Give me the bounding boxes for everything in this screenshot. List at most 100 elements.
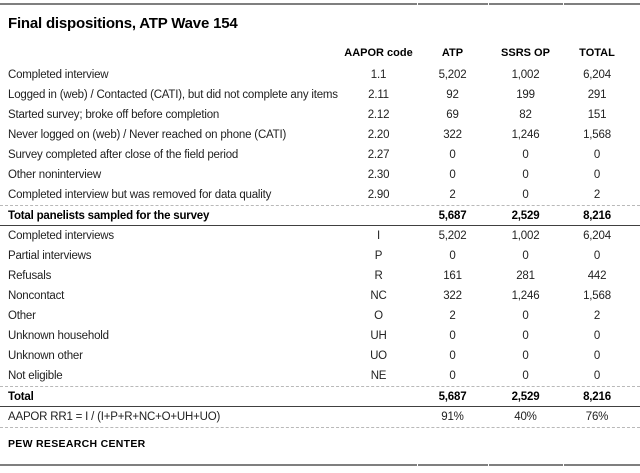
row-label: Total: [8, 390, 34, 403]
table-row: Refusals R 161 281 442: [0, 266, 640, 286]
table-row: Unknown household UH 0 0 0: [0, 326, 640, 346]
ssrs-op-cell: 0: [522, 149, 529, 161]
atp-cell: 0: [449, 350, 456, 362]
top-rule-segment: [564, 3, 640, 5]
table-row: Total 5,687 2,529 8,216: [0, 386, 640, 407]
atp-cell: 5,202: [438, 230, 467, 242]
aapor-code-cell: 2.11: [368, 89, 389, 101]
ssrs-op-cell: 1,246: [511, 290, 540, 302]
column-header-aapor-code: AAPOR code: [344, 47, 413, 59]
atp-cell: 69: [446, 109, 459, 121]
top-rule-segment: [0, 3, 417, 5]
table-row: Unknown other UO 0 0 0: [0, 346, 640, 366]
ssrs-op-cell: 82: [519, 109, 532, 121]
total-cell: 6,204: [583, 69, 611, 81]
pew-research-center-brand: PEW RESEARCH CENTER: [8, 438, 146, 450]
row-label: AAPOR RR1 = I / (I+P+R+NC+O+UH+UO): [8, 411, 221, 423]
aapor-code-cell: 2.20: [367, 129, 390, 141]
aapor-code-cell: O: [374, 310, 383, 322]
table-row: Total panelists sampled for the survey 5…: [0, 205, 640, 226]
table-row: Completed interview 1.1 5,202 1,002 6,20…: [0, 65, 640, 85]
ssrs-op-cell: 0: [522, 330, 529, 342]
total-cell: 8,216: [583, 209, 611, 222]
row-label: Other noninterview: [8, 169, 101, 181]
column-header-total: TOTAL: [579, 47, 615, 59]
ssrs-op-cell: 2,529: [511, 209, 540, 222]
ssrs-op-cell: 0: [522, 250, 529, 262]
ssrs-op-cell: 1,246: [511, 129, 540, 141]
atp-cell: 0: [449, 250, 456, 262]
total-cell: 151: [587, 109, 607, 121]
total-cell: 442: [587, 270, 607, 282]
aapor-code-cell: 2.12: [367, 109, 390, 121]
dispositions-table: AAPOR code ATP SSRS OP TOTAL Completed i…: [0, 41, 640, 428]
row-label: Unknown household: [8, 330, 109, 342]
aapor-code-cell: I: [377, 230, 380, 242]
atp-cell: 0: [449, 370, 456, 382]
total-cell: 1,568: [583, 290, 611, 302]
aapor-code-cell: UO: [370, 350, 387, 362]
table-row: Completed interview but was removed for …: [0, 185, 640, 205]
row-label: Not eligible: [8, 370, 63, 382]
row-label: Completed interview: [8, 69, 109, 81]
total-cell: 6,204: [583, 230, 611, 242]
atp-cell: 322: [443, 290, 462, 302]
table-row: Other O 2 0 2: [0, 306, 640, 326]
column-header-atp: ATP: [441, 47, 464, 59]
total-cell: 1,568: [583, 129, 611, 141]
table-row: Other noninterview 2.30 0 0 0: [0, 165, 640, 185]
aapor-code-cell: NE: [370, 370, 387, 382]
row-label: Total panelists sampled for the survey: [8, 209, 210, 222]
total-cell: 291: [587, 89, 607, 101]
total-cell: 2: [593, 310, 601, 322]
ssrs-op-cell: 0: [522, 350, 529, 362]
ssrs-op-cell: 0: [522, 189, 529, 201]
bottom-rule-segment: [489, 464, 563, 466]
atp-cell: 5,687: [438, 390, 467, 403]
atp-cell: 2: [449, 189, 456, 201]
aapor-code-cell: R: [374, 270, 383, 282]
aapor-code-cell: 2.27: [367, 149, 390, 161]
atp-cell: 92: [446, 89, 459, 101]
atp-cell: 161: [443, 270, 462, 282]
table-row: Noncontact NC 322 1,246 1,568: [0, 286, 640, 306]
page-title: Final dispositions, ATP Wave 154: [8, 14, 238, 32]
bottom-rule: [0, 464, 640, 466]
atp-cell: 5,202: [438, 69, 467, 81]
ssrs-op-cell: 1,002: [511, 230, 540, 242]
aapor-code-cell: 1.1: [370, 69, 387, 81]
top-rule-segment: [489, 3, 563, 5]
table-header-row: AAPOR code ATP SSRS OP TOTAL: [0, 41, 640, 65]
atp-cell: 2: [449, 310, 456, 322]
table-row: Partial interviews P 0 0 0: [0, 246, 640, 266]
row-label: Refusals: [8, 270, 52, 282]
top-rule: [0, 3, 640, 5]
ssrs-op-cell: 281: [516, 270, 535, 282]
aapor-code-cell: 2.90: [367, 189, 390, 201]
row-label: Never logged on (web) / Never reached on…: [8, 129, 287, 141]
table-row: Completed interviews I 5,202 1,002 6,204: [0, 226, 640, 246]
table-row: Never logged on (web) / Never reached on…: [0, 125, 640, 145]
bottom-rule-segment: [418, 464, 488, 466]
atp-cell: 91%: [441, 411, 464, 423]
row-label: Survey completed after close of the fiel…: [8, 149, 239, 161]
table-row: Started survey; broke off before complet…: [0, 105, 640, 125]
top-rule-segment: [418, 3, 488, 5]
aapor-code-cell: P: [374, 250, 383, 262]
aapor-code-cell: 2.30: [367, 169, 390, 181]
ssrs-op-cell: 199: [516, 89, 535, 101]
row-label: Logged in (web) / Contacted (CATI), but …: [8, 89, 338, 101]
row-label: Unknown other: [8, 350, 83, 362]
bottom-rule-segment: [0, 464, 417, 466]
total-cell: 8,216: [583, 390, 611, 403]
total-cell: 2: [593, 189, 601, 201]
table-body: Completed interview 1.1 5,202 1,002 6,20…: [0, 65, 640, 428]
ssrs-op-cell: 0: [522, 370, 529, 382]
row-label: Partial interviews: [8, 250, 92, 262]
total-cell: 0: [593, 330, 601, 342]
table-row: AAPOR RR1 = I / (I+P+R+NC+O+UH+UO) 91% 4…: [0, 407, 640, 428]
total-cell: 0: [593, 149, 601, 161]
row-label: Started survey; broke off before complet…: [8, 109, 220, 121]
total-cell: 0: [593, 169, 601, 181]
ssrs-op-cell: 0: [522, 310, 529, 322]
